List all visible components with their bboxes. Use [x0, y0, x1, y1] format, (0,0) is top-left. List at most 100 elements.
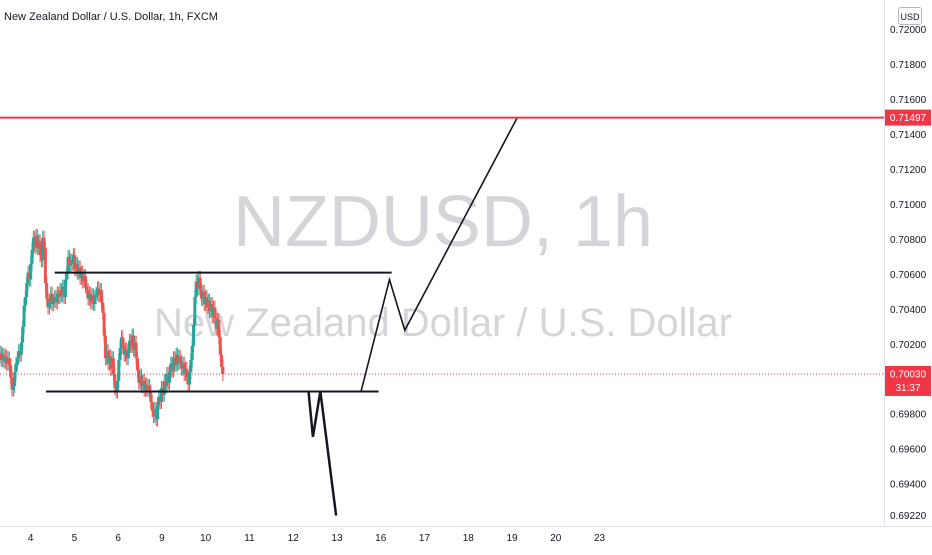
- candle-body: [178, 356, 182, 362]
- price-tick-label: 0.69220: [890, 511, 927, 522]
- price-tick-label: 0.70800: [890, 235, 927, 246]
- candle-body: [9, 365, 13, 378]
- candle-body: [42, 237, 46, 249]
- candle-body: [213, 307, 217, 319]
- time-tick-label: 12: [288, 533, 300, 544]
- price-tick-label: 0.69800: [890, 410, 927, 421]
- candle-body: [38, 241, 42, 256]
- candle-body: [99, 290, 103, 303]
- candle-body: [221, 366, 225, 374]
- price-badges: 0.71497 0.70030 31:37: [885, 109, 931, 396]
- candle-body: [147, 386, 151, 392]
- candle-body: [192, 325, 196, 347]
- currency-button[interactable]: USD: [898, 7, 922, 25]
- candle-body: [41, 237, 45, 261]
- price-tick-label: 0.71800: [890, 60, 927, 71]
- candles-layer: [0, 228, 225, 427]
- candle-body: [45, 283, 49, 299]
- watermark-symbol: NZDUSD, 1h: [233, 182, 653, 262]
- candle-body: [15, 358, 19, 364]
- candle-body: [93, 297, 97, 305]
- price-tick-label: 0.69400: [890, 480, 927, 491]
- candle-body: [198, 277, 202, 291]
- bullish-projection-path: [360, 117, 518, 392]
- candle-body: [149, 391, 153, 402]
- candle-body: [217, 319, 221, 338]
- candle-body: [11, 386, 15, 390]
- target-price-badge: [885, 109, 931, 126]
- time-tick-label: 23: [594, 533, 606, 544]
- time-tick-label: 9: [159, 533, 165, 544]
- candle-body: [23, 297, 27, 306]
- candle-body: [134, 342, 138, 359]
- bar-countdown-label: 31:37: [895, 383, 920, 394]
- candle-body: [47, 302, 51, 308]
- price-tick-label: 0.71400: [890, 130, 927, 141]
- candle-body: [156, 405, 160, 420]
- candle-body: [188, 372, 192, 385]
- candle-body: [121, 337, 125, 347]
- candle-body: [13, 372, 17, 387]
- price-tick-label: 0.72000: [890, 25, 927, 36]
- time-tick-label: 6: [115, 533, 121, 544]
- price-tick-label: 0.71600: [890, 95, 927, 106]
- candle-body: [19, 342, 23, 355]
- target-price-label: 0.71497: [890, 113, 927, 124]
- candle-body: [63, 279, 67, 298]
- candle-body: [150, 401, 154, 411]
- time-tick-label: 19: [506, 533, 518, 544]
- candle-body: [21, 326, 25, 343]
- candle-body: [85, 286, 89, 291]
- candle-body: [118, 347, 122, 360]
- candle-body: [51, 300, 55, 305]
- candle-body: [29, 263, 33, 280]
- price-tick-label: 0.69600: [890, 445, 927, 456]
- candle-body: [220, 354, 224, 367]
- candle-body: [126, 351, 130, 359]
- candle-body: [7, 358, 11, 366]
- bearish-projection-path: [307, 391, 338, 516]
- candle-body: [50, 293, 54, 305]
- drawings-layer: [0, 116, 884, 516]
- candle-body: [162, 380, 166, 395]
- candle-body: [194, 281, 198, 298]
- chart-title: New Zealand Dollar / U.S. Dollar, 1h, FX…: [4, 11, 218, 23]
- time-axis-ticks: 4 5 6 9 10 11 12 13 16 17 18 19 20 23: [28, 533, 606, 544]
- candle-body: [83, 276, 87, 287]
- time-tick-label: 17: [419, 533, 431, 544]
- candle-body: [65, 272, 69, 280]
- time-tick-label: 18: [463, 533, 475, 544]
- candle-body: [101, 302, 105, 313]
- time-tick-label: 13: [331, 533, 343, 544]
- candle-body: [117, 359, 121, 381]
- candle-body: [185, 368, 189, 378]
- candle-body: [55, 293, 59, 303]
- candle-body: [135, 358, 139, 371]
- candle-body: [160, 387, 164, 402]
- time-tick-label: 11: [244, 533, 255, 544]
- candle-body: [22, 305, 26, 327]
- price-axis-ticks: 0.69220 0.69400 0.69600 0.69800 0.70200 0.704…: [890, 25, 927, 522]
- candle-body: [189, 359, 193, 373]
- candle-body: [193, 297, 197, 326]
- price-tick-label: 0.70600: [890, 270, 927, 281]
- price-axis-background: [884, 0, 932, 550]
- candle-body: [10, 377, 14, 390]
- candle-body: [218, 337, 222, 355]
- candle-body: [103, 335, 107, 359]
- last-price-badge: [885, 365, 931, 396]
- candle-body: [113, 373, 117, 388]
- candle-body: [111, 358, 115, 374]
- time-tick-label: 4: [28, 533, 34, 544]
- candle-body: [43, 248, 47, 284]
- candle-body: [25, 283, 29, 298]
- price-tick-label: 0.71200: [890, 165, 927, 176]
- watermark-description: New Zealand Dollar / U.S. Dollar: [154, 301, 732, 345]
- price-tick-label: 0.71000: [890, 200, 927, 211]
- candle-body: [115, 380, 119, 392]
- price-tick-label: 0.70200: [890, 340, 927, 351]
- candle-body: [94, 293, 98, 298]
- candle-body: [14, 363, 18, 373]
